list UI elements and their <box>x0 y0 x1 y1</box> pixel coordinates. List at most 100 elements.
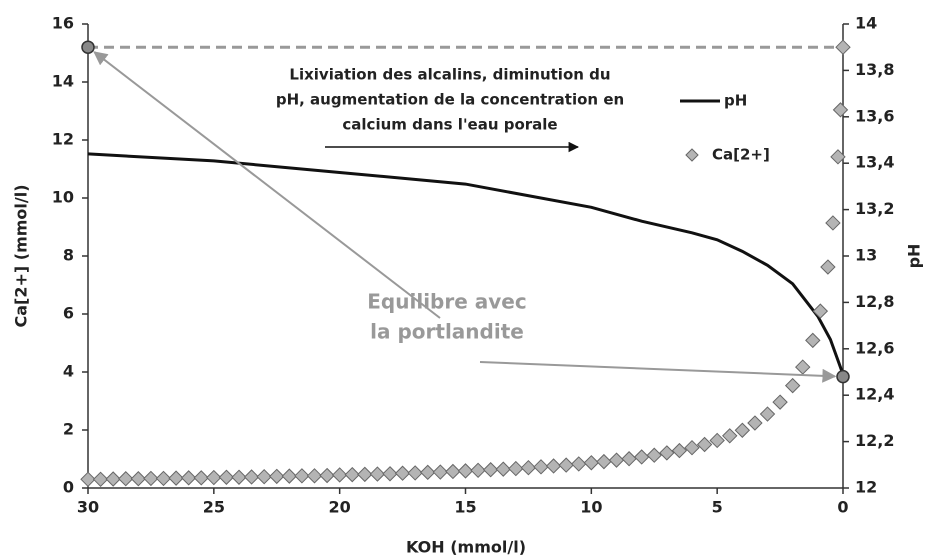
ca-point <box>495 461 511 477</box>
y-tick-label: 4 <box>63 362 74 381</box>
ca-point <box>759 406 776 422</box>
ca-point <box>269 468 285 485</box>
ca-point <box>820 259 836 275</box>
annotation: pH, augmentation de la concentration en <box>276 91 624 109</box>
y2-tick-label: 12,4 <box>855 385 894 404</box>
ca-point <box>394 465 411 481</box>
ca-point <box>331 467 348 483</box>
y2-tick-label: 12,2 <box>855 431 894 450</box>
y-tick-label: 10 <box>52 188 74 207</box>
ca-point <box>671 442 688 459</box>
ca-point <box>369 466 386 482</box>
ca-point <box>830 149 846 165</box>
ca-point <box>533 459 549 475</box>
ca-point <box>105 471 121 487</box>
ca-point <box>420 464 436 481</box>
ca-point <box>445 463 461 480</box>
x-tick-label: 15 <box>454 498 476 517</box>
y-tick-label: 2 <box>63 420 74 439</box>
ca-point <box>256 468 272 485</box>
x-tick-label: 10 <box>580 498 602 517</box>
ca-point <box>596 453 612 470</box>
ca-point <box>206 469 222 486</box>
ca-point <box>319 467 335 484</box>
ca-point <box>218 469 235 485</box>
annotation: la portlandite <box>370 320 524 344</box>
y2-tick-label: 13,2 <box>855 199 894 218</box>
ca-point <box>734 422 751 438</box>
ca-point <box>80 471 96 488</box>
y-tick-label: 0 <box>63 478 74 497</box>
ca-point <box>457 463 474 479</box>
equilibrium-marker <box>81 40 95 54</box>
ca-point <box>306 468 323 484</box>
x-tick-label: 30 <box>77 498 99 517</box>
ca-point <box>470 462 486 479</box>
ca-point <box>344 466 360 483</box>
ca-point <box>243 469 260 485</box>
y2-tick-label: 14 <box>855 14 877 33</box>
ca-point <box>633 449 650 465</box>
ca-point <box>805 332 821 349</box>
x-tick-label: 25 <box>203 498 225 517</box>
ca-point <box>281 468 298 484</box>
ca-point <box>180 470 197 486</box>
ca-point <box>583 455 600 471</box>
y2-tick-label: 12 <box>855 478 877 497</box>
ca-point <box>784 377 801 394</box>
y-tick-label: 14 <box>52 72 74 91</box>
ca-point <box>294 468 310 484</box>
ca-point <box>231 469 247 485</box>
pointer-arrow <box>93 51 441 319</box>
annotation: Equilibre avec <box>367 290 526 314</box>
ca-point <box>709 432 725 449</box>
ca-point <box>659 445 675 461</box>
ca-point <box>608 452 625 468</box>
ca-point <box>168 470 184 486</box>
x-tick-label: 5 <box>712 498 723 517</box>
y2-tick-label: 12,6 <box>855 338 894 357</box>
ca-point <box>832 102 849 118</box>
ca-point <box>545 458 562 474</box>
x-tick-label: 20 <box>329 498 351 517</box>
y-tick-label: 16 <box>52 14 74 33</box>
legend-swatch <box>685 148 699 162</box>
annotation: calcium dans l'eau porale <box>342 116 557 134</box>
ph-line <box>87 152 845 375</box>
ca-point <box>407 465 423 481</box>
ca-point <box>772 394 788 410</box>
ca-point <box>432 464 449 480</box>
ca-point <box>571 456 587 472</box>
y2-tick-label: 13,8 <box>855 60 894 79</box>
ca-point <box>520 459 537 476</box>
ca-point <box>92 471 109 488</box>
ca-point <box>747 415 763 431</box>
ca-point <box>508 460 524 477</box>
y-tick-label: 12 <box>52 130 74 149</box>
y-tick-label: 8 <box>63 246 74 265</box>
x-axis-label: KOH (mmol/l) <box>406 538 526 557</box>
ca-point <box>357 466 373 483</box>
ca-point <box>696 436 713 453</box>
ca-point <box>193 470 209 486</box>
y2-tick-label: 13,6 <box>855 106 894 125</box>
ca-point <box>795 359 811 375</box>
ca-point <box>143 470 159 487</box>
ca-point <box>646 447 662 463</box>
ca-point <box>130 471 147 487</box>
ca-point <box>812 303 829 319</box>
ca-point <box>382 466 398 482</box>
pointer-arrow <box>479 361 837 383</box>
ca-point <box>558 457 574 473</box>
y2-tick-label: 13,4 <box>855 153 894 172</box>
y-axis-label: Ca[2+] (mmol/l) <box>12 184 31 327</box>
ca-point <box>684 439 700 456</box>
annotation: Lixiviation des alcalins, diminution du <box>289 66 610 84</box>
legend-label: pH <box>724 92 747 110</box>
y-tick-label: 6 <box>63 304 74 323</box>
ca-point <box>621 451 637 467</box>
ca-point <box>118 471 134 487</box>
legend-label: Ca[2+] <box>712 146 770 164</box>
ca-point <box>155 470 172 487</box>
